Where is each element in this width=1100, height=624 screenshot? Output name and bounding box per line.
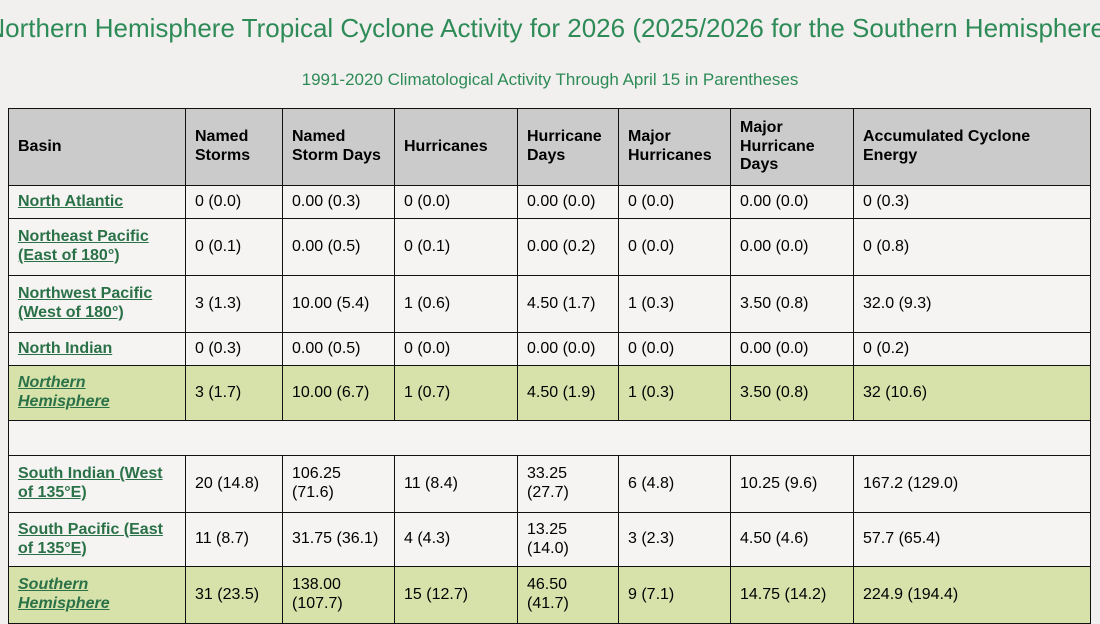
table-cell: 20 (14.8) (185, 455, 283, 513)
basin-link-south-indian[interactable]: South Indian (West of 135°E) (18, 465, 163, 501)
table-cell: 1 (0.3) (618, 365, 731, 421)
table-cell: 15 (12.7) (394, 566, 518, 624)
table-cell: 1 (0.3) (618, 275, 731, 333)
table-cell: 0.00 (0.0) (517, 185, 619, 219)
table-cell: 10.00 (5.4) (282, 275, 395, 333)
table-cell: 0 (0.3) (185, 332, 283, 366)
table-cell: 0 (0.1) (185, 218, 283, 276)
table-cell: 4.50 (4.6) (730, 512, 854, 567)
table-cell: 0 (0.0) (185, 185, 283, 219)
basin-link-southern-hemisphere[interactable]: Southern Hemisphere (18, 576, 110, 612)
table-spacer-row (8, 420, 1091, 456)
table-cell: 0.00 (0.0) (730, 218, 854, 276)
table-cell: 57.7 (65.4) (853, 512, 1091, 567)
table-cell: 11 (8.4) (394, 455, 518, 513)
table-cell: 4.50 (1.7) (517, 275, 619, 333)
table-cell: 0 (0.3) (853, 185, 1091, 219)
table-cell: 32.0 (9.3) (853, 275, 1091, 333)
basin-cell: South Pacific (East of 135°E) (8, 512, 186, 567)
basin-link-northwest-pacific[interactable]: Northwest Pacific (West of 180°) (18, 285, 153, 321)
basin-cell: North Indian (8, 332, 186, 366)
table-row-northwest-pacific: Northwest Pacific (West of 180°) 3 (1.3)… (8, 275, 1091, 333)
table-row-northeast-pacific: Northeast Pacific (East of 180°) 0 (0.1)… (8, 218, 1091, 276)
table-cell: 0.00 (0.0) (517, 332, 619, 366)
table-row-north-indian: North Indian 0 (0.3) 0.00 (0.5) 0 (0.0) … (8, 332, 1091, 366)
table-cell: 3.50 (0.8) (730, 275, 854, 333)
basin-cell: Northeast Pacific (East of 180°) (8, 218, 186, 276)
basin-link-south-pacific[interactable]: South Pacific (East of 135°E) (18, 520, 163, 557)
page-subtitle: 1991-2020 Climatological Activity Throug… (301, 70, 799, 89)
basin-link-northern-hemisphere[interactable]: Northern Hemisphere (18, 374, 110, 410)
basin-cell: North Atlantic (8, 185, 186, 219)
table-cell: 1 (0.7) (394, 365, 518, 421)
page-title: Northern Hemisphere Tropical Cyclone Act… (0, 13, 1100, 43)
spacer-cell (8, 420, 1091, 456)
basin-link-north-indian[interactable]: North Indian (18, 339, 113, 357)
table-cell: 1 (0.6) (394, 275, 518, 333)
column-header-major-hurricanes: Major Hurricanes (618, 108, 731, 186)
basin-link-northeast-pacific[interactable]: Northeast Pacific (East of 180°) (18, 228, 149, 264)
table-cell: 33.25 (27.7) (517, 455, 619, 513)
table-cell: 14.75 (14.2) (730, 566, 854, 624)
table-row-north-atlantic: North Atlantic 0 (0.0) 0.00 (0.3) 0 (0.0… (8, 185, 1091, 219)
table-cell: 0 (0.1) (394, 218, 518, 276)
cyclone-activity-table: Basin Named Storms Named Storm Days Hurr… (8, 108, 1091, 624)
basin-link-north-atlantic[interactable]: North Atlantic (18, 192, 124, 210)
basin-cell: Northwest Pacific (West of 180°) (8, 275, 186, 333)
table-cell: 167.2 (129.0) (853, 455, 1091, 513)
table-cell: 106.25 (71.6) (282, 455, 395, 513)
table-cell: 31.75 (36.1) (282, 512, 395, 567)
table-header-row: Basin Named Storms Named Storm Days Hurr… (8, 108, 1091, 186)
column-header-major-hurricane-days: Major Hurricane Days (730, 108, 854, 186)
table-cell: 224.9 (194.4) (853, 566, 1091, 624)
table-cell: 31 (23.5) (185, 566, 283, 624)
table-cell: 0 (0.0) (618, 185, 731, 219)
column-header-accumulated-cyclone-energy: Accumulated Cyclone Energy (853, 108, 1091, 186)
table-cell: 0.00 (0.5) (282, 218, 395, 276)
column-header-named-storm-days: Named Storm Days (282, 108, 395, 186)
table-cell: 0.00 (0.5) (282, 332, 395, 366)
table-cell: 3 (2.3) (618, 512, 731, 567)
table-cell: 3 (1.3) (185, 275, 283, 333)
column-header-basin: Basin (8, 108, 186, 186)
table-cell: 0 (0.2) (853, 332, 1091, 366)
basin-cell: Southern Hemisphere (8, 566, 186, 624)
basin-cell: Northern Hemisphere (8, 365, 186, 421)
table-cell: 0.00 (0.3) (282, 185, 395, 219)
table-cell: 32 (10.6) (853, 365, 1091, 421)
basin-cell: South Indian (West of 135°E) (8, 455, 186, 513)
table-cell: 6 (4.8) (618, 455, 731, 513)
table-cell: 13.25 (14.0) (517, 512, 619, 567)
table-cell: 3 (1.7) (185, 365, 283, 421)
table-cell: 0 (0.0) (618, 218, 731, 276)
column-header-hurricane-days: Hurricane Days (517, 108, 619, 186)
table-cell: 3.50 (0.8) (730, 365, 854, 421)
table-cell: 0.00 (0.0) (730, 332, 854, 366)
table-cell: 10.00 (6.7) (282, 365, 395, 421)
table-row-south-indian: South Indian (West of 135°E) 20 (14.8) 1… (8, 455, 1091, 513)
table-cell: 0 (0.0) (618, 332, 731, 366)
table-cell: 0.00 (0.0) (730, 185, 854, 219)
table-cell: 11 (8.7) (185, 512, 283, 567)
table-cell: 9 (7.1) (618, 566, 731, 624)
table-cell: 0.00 (0.2) (517, 218, 619, 276)
column-header-hurricanes: Hurricanes (394, 108, 518, 186)
table-cell: 4.50 (1.9) (517, 365, 619, 421)
table-cell: 10.25 (9.6) (730, 455, 854, 513)
table-cell: 0 (0.8) (853, 218, 1091, 276)
table-cell: 138.00 (107.7) (282, 566, 395, 624)
table-row-northern-hemisphere-total: Northern Hemisphere 3 (1.7) 10.00 (6.7) … (8, 365, 1091, 421)
column-header-named-storms: Named Storms (185, 108, 283, 186)
table-cell: 4 (4.3) (394, 512, 518, 567)
table-cell: 0 (0.0) (394, 332, 518, 366)
table-cell: 46.50 (41.7) (517, 566, 619, 624)
table-row-south-pacific: South Pacific (East of 135°E) 11 (8.7) 3… (8, 512, 1091, 567)
table-row-southern-hemisphere-total: Southern Hemisphere 31 (23.5) 138.00 (10… (8, 566, 1091, 624)
table-cell: 0 (0.0) (394, 185, 518, 219)
